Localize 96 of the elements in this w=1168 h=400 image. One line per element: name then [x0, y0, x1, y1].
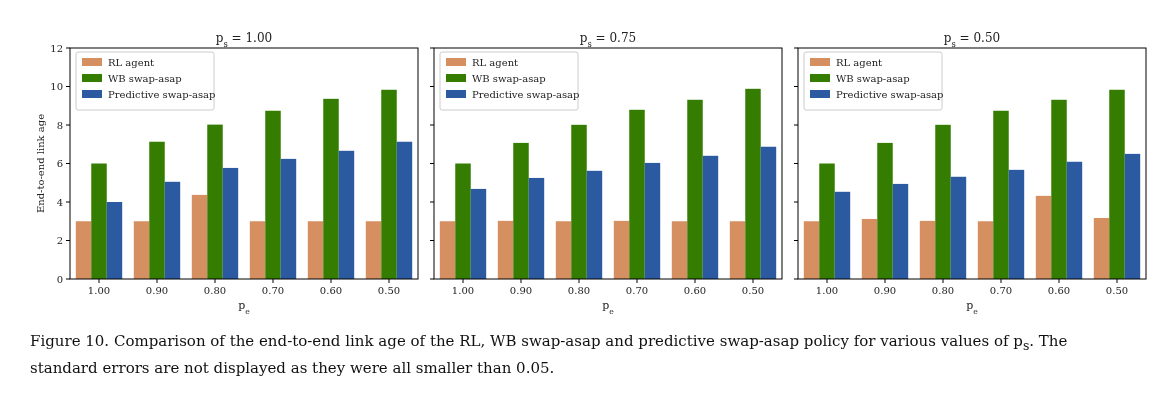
x-axis-title: p$_{e}$: [966, 299, 979, 316]
bar: [91, 163, 107, 279]
bar: [497, 220, 514, 279]
bar: [1124, 153, 1141, 279]
bar: [133, 221, 150, 279]
y-tick-label: 4: [56, 196, 63, 208]
bar: [513, 142, 529, 279]
bar: [671, 221, 688, 279]
x-tick-label: 0.90: [145, 285, 169, 296]
x-tick-label: 0.80: [567, 285, 591, 296]
x-tick-label: 0.80: [203, 285, 227, 296]
x-tick-label: 0.90: [509, 285, 533, 296]
bar: [803, 221, 820, 279]
bar: [629, 109, 645, 279]
bar: [950, 176, 967, 279]
bar: [75, 221, 92, 279]
bar: [265, 110, 281, 279]
bar: [455, 163, 471, 279]
legend-label: Predictive swap-asap: [108, 89, 216, 100]
bar: [729, 221, 746, 279]
y-tick-label: 0: [56, 273, 63, 285]
y-axis-title: End-to-end link age: [35, 113, 46, 214]
bar: [861, 218, 878, 279]
bar: [1008, 169, 1025, 279]
bar: [470, 188, 487, 279]
x-tick-label: 0.50: [741, 285, 765, 296]
bar: [164, 181, 181, 279]
bar: [977, 221, 994, 279]
bar: [149, 141, 165, 279]
x-tick-label: 0.50: [377, 285, 401, 296]
x-tick-label: 1.00: [815, 285, 839, 296]
bar: [555, 221, 572, 279]
legend-label: RL agent: [472, 57, 519, 68]
x-axis-title: p$_{e}$: [602, 299, 615, 316]
bar: [1066, 161, 1083, 279]
bar: [1035, 195, 1052, 279]
bar: [528, 177, 545, 279]
chart-title: p$_{s}$ = 1.00: [215, 31, 273, 49]
bar: [892, 183, 909, 279]
y-tick-label: 10: [50, 81, 63, 92]
bar: [819, 163, 835, 279]
x-tick-label: 0.70: [989, 285, 1013, 296]
bar: [222, 167, 239, 279]
bar: [1051, 99, 1067, 279]
bar: [396, 141, 413, 279]
x-tick-label: 0.60: [683, 285, 707, 296]
bar: [571, 124, 587, 279]
x-tick-label: 0.70: [625, 285, 649, 296]
y-tick-label: 2: [56, 235, 63, 246]
bar: [106, 202, 123, 279]
bar: [760, 146, 777, 279]
bar: [365, 221, 382, 279]
x-tick-label: 0.60: [1047, 285, 1071, 296]
legend-label: WB swap-asap: [836, 73, 910, 84]
bar: [993, 110, 1009, 279]
y-tick-label: 12: [50, 42, 63, 54]
y-tick-label: 8: [56, 119, 63, 131]
x-tick-label: 1.00: [451, 285, 475, 296]
y-tick-label: 6: [56, 158, 63, 169]
chart-title: p$_{s}$ = 0.75: [579, 31, 637, 49]
x-tick-label: 1.00: [87, 285, 111, 296]
legend-label: Predictive swap-asap: [472, 89, 580, 100]
bar: [381, 89, 397, 279]
x-tick-label: 0.80: [931, 285, 955, 296]
bar: [280, 158, 297, 279]
legend-label: RL agent: [836, 57, 883, 68]
x-tick-label: 0.90: [873, 285, 897, 296]
x-tick-label: 0.60: [319, 285, 343, 296]
bar: [191, 194, 208, 279]
bar: [613, 220, 630, 279]
bar: [338, 150, 355, 279]
bar: [249, 221, 266, 279]
legend-label: WB swap-asap: [108, 73, 182, 84]
bar: [439, 221, 456, 279]
legend-label: Predictive swap-asap: [836, 89, 944, 100]
bar: [307, 221, 324, 279]
x-tick-label: 0.50: [1105, 285, 1129, 296]
text: Figure 10. Comparison of the end-to-end link age of the RL, WB swap-asap and predictive swap-asap policy for various values of p$_{s}$. The standard errors are not displayed as they were all smaller than 0.05.: [30, 332, 1068, 377]
bar: [834, 191, 851, 279]
bar: [919, 220, 936, 279]
bar: [1093, 217, 1110, 279]
bar: [687, 99, 703, 279]
bar: [877, 142, 893, 279]
bar: [644, 162, 661, 279]
x-tick-label: 0.70: [261, 285, 285, 296]
bar: [1109, 89, 1125, 279]
legend-label: RL agent: [108, 57, 155, 68]
bar: [702, 155, 719, 279]
bar: [745, 88, 761, 279]
bar: [323, 98, 339, 279]
chart-title: p$_{s}$ = 0.50: [943, 31, 1001, 49]
legend-label: WB swap-asap: [472, 73, 546, 84]
bar: [207, 124, 223, 279]
x-axis-title: p$_{e}$: [238, 299, 251, 316]
bar: [586, 170, 603, 279]
bar: [935, 124, 951, 279]
